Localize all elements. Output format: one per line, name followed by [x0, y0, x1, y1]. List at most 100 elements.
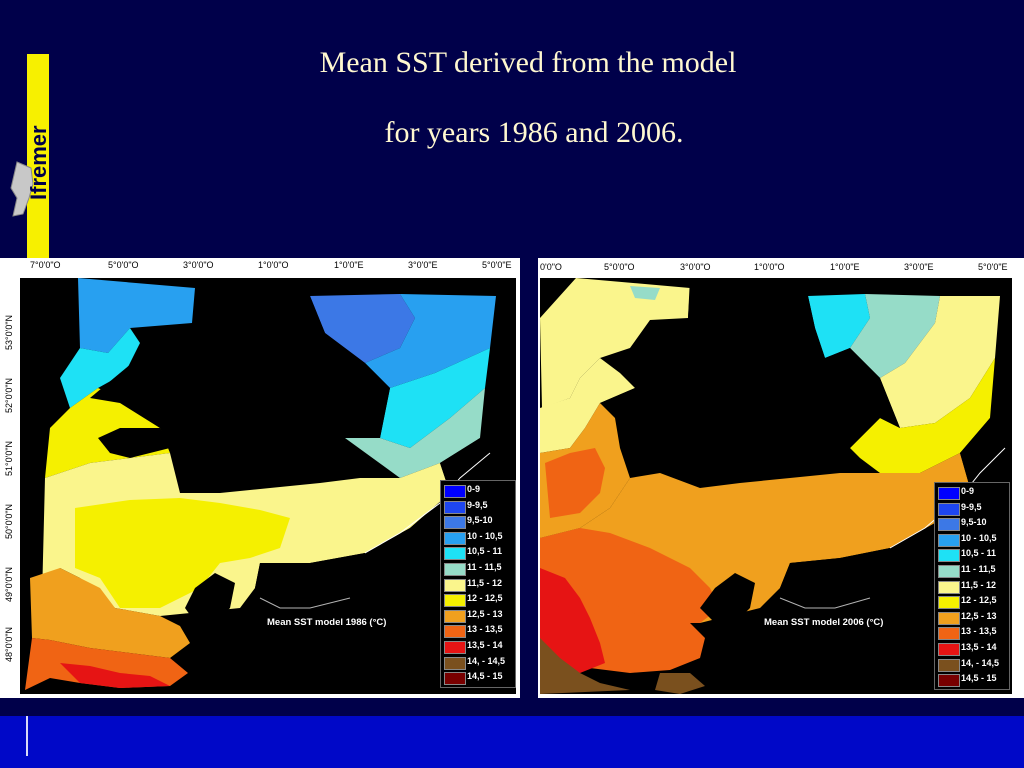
legend-swatch	[444, 547, 466, 561]
map-panel-2006: 0'0"O 5°0'0"O 3°0'0"O 1°0'0"O 1°0'0"E 3°…	[538, 258, 1024, 698]
lon-label: 3°0'0"E	[904, 262, 934, 272]
legend-label: 13,5 - 14	[467, 640, 503, 650]
legend-label: 14,5 - 15	[961, 673, 997, 684]
coastline	[779, 597, 871, 609]
legend-item: 10,5 - 11	[441, 545, 515, 561]
sst-zone	[850, 294, 940, 378]
legend-label: 11 - 11,5	[961, 564, 996, 574]
legend-swatch	[444, 578, 466, 592]
legend-item: 12 - 12,5	[935, 594, 1009, 610]
sst-zone	[545, 448, 605, 518]
lat-label: 50°0'0"N	[4, 503, 14, 539]
map-panel-1986: 7°0'0"O 5°0'0"O 3°0'0"O 1°0'0"O 1°0'0"E …	[0, 258, 520, 698]
lon-label: 5°0'0"O	[108, 260, 139, 270]
sst-zone	[540, 358, 635, 453]
legend-swatch	[444, 656, 466, 670]
legend-label: 14, - 14,5	[467, 655, 506, 666]
legend-label: 10,5 - 11	[467, 546, 503, 557]
lat-label: 53°0'0"N	[4, 314, 14, 350]
sst-zone	[380, 348, 490, 448]
legend-swatch	[444, 500, 466, 514]
sst-zone	[78, 278, 195, 353]
legend-1986: 0-9 9-9,5 9,5-10 10 - 10,5 10,5 - 11 11 - 11,…	[440, 480, 516, 688]
legend-item: 12,5 - 13	[441, 608, 515, 623]
lon-label: 1°0'0"E	[830, 262, 860, 272]
lon-label: 3°0'0"O	[680, 262, 711, 272]
legend-label: 9,5-10	[961, 517, 987, 528]
land-mass	[220, 438, 496, 694]
logo-text: Ifremer	[26, 125, 51, 200]
legend-label: 11,5 - 12	[467, 577, 503, 588]
lat-label: 52°0'0"N	[4, 377, 14, 413]
lon-label: 5°0'0"O	[604, 262, 635, 272]
legend-item: 0-9	[935, 485, 1009, 500]
sst-zone	[365, 294, 496, 388]
footer-divider	[26, 716, 28, 756]
sst-zone	[655, 673, 705, 694]
legend-swatch	[444, 485, 466, 498]
legend-label: 13,5 - 14	[961, 642, 997, 652]
legend-item: 9,5-10	[441, 514, 515, 530]
legend-swatch	[938, 611, 960, 625]
slide-title-line-1: Mean SST derived from the model	[319, 46, 737, 79]
legend-swatch	[938, 487, 960, 500]
legend-label: 14,5 - 15	[467, 671, 503, 682]
sst-zone	[75, 498, 290, 608]
sst-zone	[60, 663, 170, 688]
sst-map-1986	[20, 278, 516, 694]
legend-swatch	[938, 658, 960, 672]
lat-label: 51°0'0"N	[4, 440, 14, 476]
map-caption-2006: Mean SST model 2006 (°C)	[764, 617, 884, 628]
lat-label: 49°0'0"N	[4, 566, 14, 602]
legend-item: 14, - 14,5	[935, 657, 1009, 672]
legend-item: 0-9	[441, 483, 515, 498]
legend-label: 12 - 12,5	[961, 595, 997, 606]
legend-item: 14, - 14,5	[441, 655, 515, 670]
lon-label: 7°0'0"O	[30, 260, 61, 270]
sst-zone	[345, 388, 485, 478]
legend-item: 9,5-10	[935, 516, 1009, 532]
legend-swatch	[444, 609, 466, 623]
legend-swatch	[938, 643, 960, 656]
legend-label: 10,5 - 11	[961, 548, 997, 559]
sst-zone	[540, 638, 630, 694]
land-mass	[98, 428, 170, 458]
legend-item: 12 - 12,5	[441, 592, 515, 608]
land-mass	[600, 333, 900, 468]
legend-item: 10 - 10,5	[935, 532, 1009, 547]
legend-swatch	[938, 502, 960, 516]
sst-map-2006	[540, 278, 1012, 694]
lon-label: 1°0'0"O	[754, 262, 785, 272]
legend-swatch	[444, 516, 466, 530]
map-caption-1986: Mean SST model 1986 (°C)	[267, 617, 387, 628]
legend-item: 14,5 - 15	[935, 672, 1009, 688]
logo-bar	[27, 54, 49, 259]
legend-item: 13,5 - 14	[441, 639, 515, 654]
lon-label: 0'0"O	[540, 262, 562, 272]
land-mass	[688, 278, 880, 418]
legend-swatch	[938, 627, 960, 641]
sst-zone	[30, 568, 190, 658]
lat-label: 48°0'0"N	[4, 626, 14, 662]
legend-item: 10 - 10,5	[441, 530, 515, 545]
lon-label: 3°0'0"E	[408, 260, 438, 270]
legend-item: 13,5 - 14	[935, 641, 1009, 656]
sst-zone	[60, 328, 140, 408]
legend-item: 9-9,5	[935, 501, 1009, 516]
lon-label: 1°0'0"O	[258, 260, 289, 270]
legend-label: 0-9	[467, 484, 481, 494]
legend-item: 14,5 - 15	[441, 670, 515, 686]
legend-label: 10 - 10,5	[467, 530, 503, 541]
legend-swatch	[938, 549, 960, 563]
legend-swatch	[938, 580, 960, 594]
sst-zone	[880, 296, 1000, 428]
legend-label: 11,5 - 12	[961, 579, 997, 590]
lon-label: 5°0'0"E	[482, 260, 512, 270]
legend-label: 13 - 13,5	[961, 626, 997, 637]
legend-item: 11 - 11,5	[935, 563, 1009, 578]
legend-swatch	[938, 518, 960, 532]
sst-zone	[808, 294, 870, 358]
lon-label: 3°0'0"O	[183, 260, 214, 270]
sst-zone	[310, 294, 415, 363]
legend-item: 11 - 11,5	[441, 561, 515, 576]
